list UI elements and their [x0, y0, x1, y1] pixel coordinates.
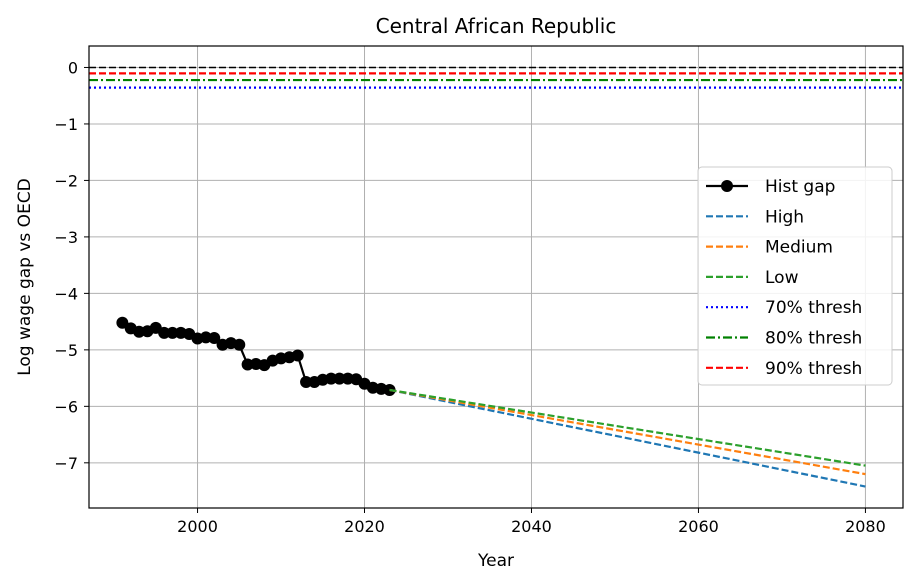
- series-line-high: [389, 388, 866, 488]
- x-tick-label: 2000: [177, 517, 218, 536]
- y-tick-label: −3: [54, 228, 78, 247]
- data-point: [325, 372, 338, 385]
- plot-series: [89, 66, 903, 488]
- x-axis-title: Year: [477, 551, 514, 571]
- legend-label: 70% thresh: [765, 298, 862, 318]
- plot-frame: [88, 45, 904, 509]
- y-tick-label: −4: [54, 284, 78, 303]
- legend-label: Hist gap: [765, 177, 835, 197]
- data-point: [208, 331, 221, 344]
- legend-label: Low: [765, 268, 799, 288]
- legend-label: Medium: [765, 238, 833, 258]
- x-tick-label: 2040: [511, 517, 552, 536]
- y-tick-label: −5: [54, 341, 78, 360]
- data-point: [158, 326, 171, 339]
- data-point: [166, 326, 179, 339]
- axis-ticks: 2000 2020 2040 2060 2080 0 −1 −2 −3 −4 −5 −6 −7: [54, 58, 885, 536]
- data-point: [333, 372, 346, 385]
- legend-label: High: [765, 207, 804, 227]
- y-tick-label: −7: [54, 454, 78, 473]
- y-tick-label: −6: [54, 397, 78, 416]
- y-tick-label: −2: [54, 171, 78, 190]
- series-line-low: [389, 388, 866, 467]
- y-axis-title: Log wage gap vs OECD: [15, 178, 35, 376]
- x-tick-label: 2080: [845, 517, 886, 536]
- y-tick-label: −1: [54, 115, 78, 134]
- chart-title: Central African Republic: [376, 14, 617, 38]
- y-tick-label: 0: [68, 58, 78, 77]
- data-point: [291, 349, 304, 362]
- series-line-medium: [389, 388, 866, 476]
- legend: Hist gap High Medium Low 70% thresh 80% thres…: [697, 166, 893, 386]
- legend-box: [697, 166, 893, 386]
- data-point: [233, 338, 246, 351]
- legend-marker: [721, 180, 733, 192]
- data-point: [300, 376, 313, 389]
- legend-label: 80% thresh: [765, 329, 862, 349]
- x-tick-label: 2020: [344, 517, 385, 536]
- x-tick-label: 2060: [678, 517, 719, 536]
- legend-label: 90% thresh: [765, 359, 862, 379]
